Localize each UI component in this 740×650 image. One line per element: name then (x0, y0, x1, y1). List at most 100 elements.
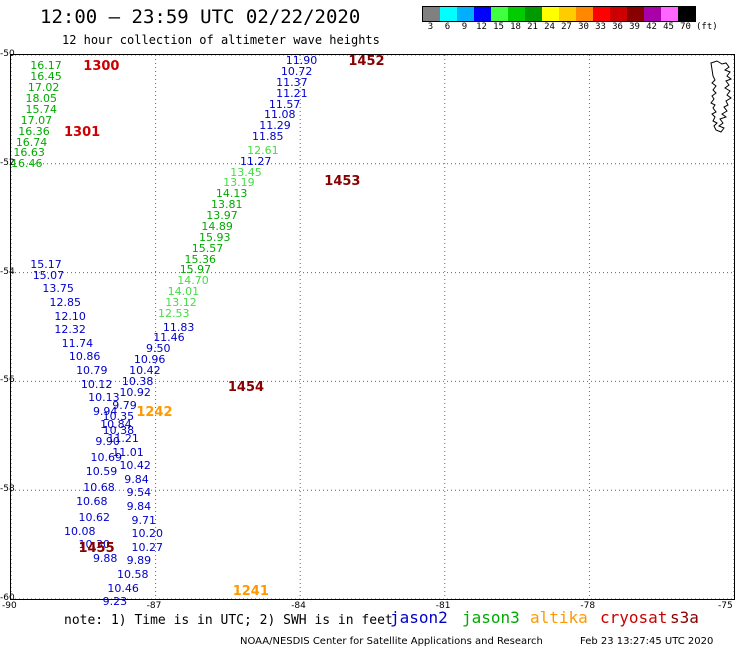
colorbar-label: 70 (680, 22, 691, 32)
longitude-tick-label: -90 (2, 601, 17, 611)
pass-time-label: 1300 (83, 59, 120, 75)
wave-height-value: 9.88 (92, 551, 118, 565)
wave-height-value: 9.90 (95, 434, 120, 448)
wave-height-value: 15.36 (184, 252, 217, 266)
longitude-tick-label: -75 (718, 601, 733, 611)
wave-height-value: 15.57 (191, 241, 224, 255)
wave-height-value: 9.71 (131, 513, 157, 527)
wave-height-value: 10.68 (76, 494, 108, 508)
wave-height-value: 13.75 (42, 282, 74, 296)
wave-height-value: 13.19 (223, 176, 255, 190)
wave-height-value: 16.46 (11, 157, 43, 171)
wave-height-value: 11.21 (276, 86, 308, 100)
colorbar-swatch (508, 7, 525, 21)
wave-height-value: 17.07 (20, 113, 53, 127)
wave-height-value: 14.13 (215, 187, 248, 201)
map-title: 12:00 – 23:59 UTC 02/22/2020 (40, 6, 361, 28)
wave-height-value: 10.62 (78, 510, 110, 524)
latitude-tick-label: -60 (0, 593, 15, 603)
colorbar-swatch (525, 7, 542, 21)
longitude-tick-label: -84 (291, 601, 306, 611)
wave-height-value: 10.72 (280, 64, 313, 78)
wave-height-value: 14.89 (201, 219, 233, 233)
wave-height-value: 10.79 (76, 364, 108, 378)
colorbar-label: 45 (663, 22, 674, 32)
wave-height-value: 13.45 (230, 165, 262, 179)
wave-height-value: 13.81 (211, 198, 243, 212)
wave-height-value: 11.08 (264, 108, 296, 122)
generation-timestamp: Feb 23 13:27:45 UTC 2020 (580, 636, 714, 647)
colorbar-label: 12 (476, 22, 487, 32)
wave-height-value: 11.21 (107, 432, 139, 446)
wave-height-value: 9.84 (126, 500, 152, 514)
wave-height-value: 16.17 (30, 59, 62, 73)
legend-item-altika: altika (530, 608, 588, 627)
colorbar-swatch (457, 7, 474, 21)
wave-height-value: 17.02 (27, 81, 60, 95)
wave-height-value: 10.42 (129, 364, 161, 378)
colorbar-swatch (559, 7, 576, 21)
units-note: note: 1) Time is in UTC; 2) SWH is in fe… (64, 613, 393, 628)
wave-height-value: 16.63 (13, 146, 45, 160)
legend-item-cryosat: cryosat (600, 608, 668, 627)
latitude-tick-label: -56 (0, 375, 15, 386)
pass-time-label: 1452 (348, 54, 385, 69)
wave-height-value: 10.58 (117, 568, 149, 582)
colorbar-swatch (644, 7, 661, 21)
wave-height-value: 11.37 (276, 75, 308, 89)
latitude-tick-label: -54 (0, 266, 15, 277)
wave-height-value: 13.97 (206, 209, 238, 223)
wave-height-value: 14.01 (167, 285, 200, 299)
wave-height-colorbar (422, 6, 696, 22)
wave-height-value: 18.05 (25, 92, 57, 106)
longitude-tick-label: -87 (146, 601, 162, 611)
wave-height-value: 10.27 (131, 540, 164, 554)
colorbar-unit: (ft) (696, 22, 718, 32)
colorbar-swatch (678, 7, 695, 21)
wave-height-value: 10.69 (90, 451, 123, 465)
wave-height-value: 15.74 (25, 102, 57, 116)
pass-time-label: 1454 (227, 380, 265, 396)
legend-item-s3a: s3a (670, 608, 699, 627)
colorbar-label: 33 (595, 22, 606, 32)
wave-height-value: 10.12 (80, 377, 113, 391)
wave-height-value: 9.50 (145, 342, 171, 356)
coastline-fragment (710, 60, 733, 133)
pass-time-label: 1301 (64, 124, 101, 140)
wave-height-value: 11.29 (259, 119, 291, 133)
colorbar-swatch (474, 7, 491, 21)
wave-height-value: 11.27 (239, 154, 272, 168)
wave-height-value: 10.42 (119, 459, 151, 473)
pass-time-label: 1455 (78, 540, 115, 556)
colorbar-label: 36 (612, 22, 623, 32)
wave-height-value: 10.68 (83, 481, 115, 495)
wave-height-value: 15.17 (30, 258, 62, 271)
colorbar-label: 30 (578, 22, 589, 32)
colorbar-label: 18 (510, 22, 521, 32)
wave-height-value: 10.08 (64, 524, 96, 538)
pass-time-label: 1241 (232, 584, 269, 600)
wave-height-value: 15.97 (179, 263, 212, 277)
wave-height-value: 10.92 (119, 385, 151, 399)
wave-height-value: 11.46 (153, 331, 185, 345)
wave-height-value: 10.13 (88, 391, 120, 405)
colorbar-swatch (610, 7, 627, 21)
colorbar-swatch (627, 7, 644, 21)
colorbar-label: 24 (544, 22, 555, 32)
wave-height-value: 11.01 (112, 445, 144, 459)
colorbar-label: 42 (646, 22, 657, 32)
colorbar-swatch (661, 7, 678, 21)
wave-height-value: 10.35 (102, 410, 135, 424)
wave-height-value: 16.74 (15, 135, 48, 149)
wave-height-value: 9.23 (102, 595, 128, 609)
wave-height-value: 10.86 (68, 350, 101, 364)
pass-time-label: 1453 (324, 173, 361, 189)
colorbar-swatch (593, 7, 610, 21)
wave-height-value: 9.79 (112, 399, 137, 413)
wave-height-value: 10.30 (78, 538, 110, 552)
legend-item-jason3: jason3 (462, 608, 520, 627)
colorbar-label: 15 (493, 22, 504, 32)
pass-time-label: 1242 (136, 404, 173, 420)
latitude-tick-label: -58 (0, 484, 15, 495)
colorbar-swatch (542, 7, 559, 21)
